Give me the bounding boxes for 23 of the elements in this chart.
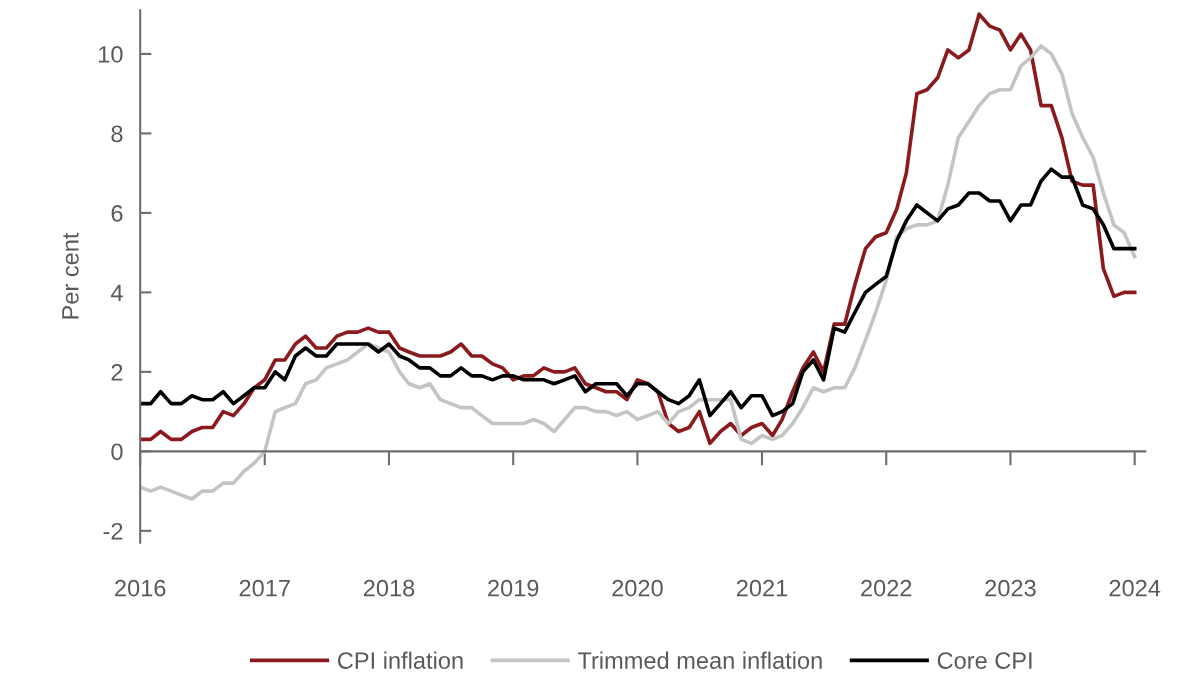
x-tick-label: 2017 (239, 579, 290, 597)
x-tick-label: 2019 (488, 579, 539, 597)
line-series (140, 167, 1137, 418)
legend-label: Core CPI (937, 652, 1032, 669)
y-tick-label: 6 (111, 204, 123, 222)
y-tick-label: 0 (111, 443, 123, 461)
line-series (140, 44, 1137, 501)
x-tick-label: 2024 (1109, 579, 1161, 597)
y-axis-title: Per cent (62, 232, 79, 319)
x-tick-label: 2022 (861, 579, 912, 597)
y-tick-label: 4 (110, 284, 123, 301)
line-series (140, 12, 1137, 446)
legend-label: CPI inflation (337, 651, 463, 669)
x-tick-label: 2018 (363, 579, 415, 597)
x-tick-label: 2016 (115, 579, 166, 597)
x-tick-label: 2021 (736, 579, 788, 597)
y-tick-label: 8 (111, 125, 123, 143)
x-tick-label: 2023 (985, 579, 1036, 597)
y-tick-label: 10 (99, 46, 123, 63)
y-tick-label: -2 (103, 522, 123, 540)
x-tick-label: 2020 (612, 579, 663, 597)
legend-label: Trimmed mean inflation (577, 651, 822, 669)
y-tick-label: 2 (111, 363, 123, 381)
